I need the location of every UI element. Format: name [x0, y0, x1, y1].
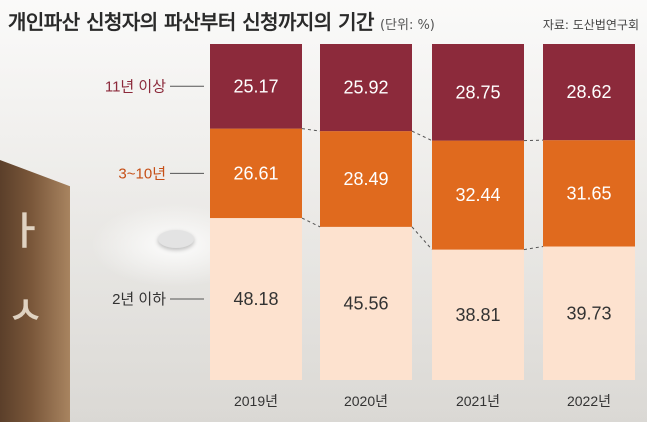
- bar-segment: [210, 128, 302, 219]
- bar-segment: [432, 44, 524, 141]
- data-label: 48.18: [233, 289, 278, 309]
- data-label: 38.81: [455, 305, 500, 325]
- bar-segment: [432, 140, 524, 250]
- bar-segment: [210, 218, 302, 380]
- bar-segment: [543, 246, 635, 380]
- bar-segment: [320, 226, 412, 380]
- chart-title: 개인파산 신청자의 파산부터 신청까지의 기간: [8, 10, 374, 34]
- ceiling-light-decoration: [158, 230, 194, 248]
- x-tick-label: 2021년: [456, 393, 500, 409]
- data-label: 28.75: [455, 82, 500, 102]
- connector-line: [301, 217, 321, 228]
- bar-segment: [320, 131, 412, 227]
- data-label: 32.44: [455, 185, 500, 205]
- data-label: 39.73: [566, 303, 611, 323]
- x-tick-label: 2020년: [344, 393, 388, 409]
- data-label: 28.49: [343, 169, 388, 189]
- data-label: 25.17: [233, 76, 278, 96]
- wooden-sign-decoration: ㅏ ㅅ: [0, 160, 70, 422]
- data-label: 31.65: [566, 183, 611, 203]
- chart-unit: (단위: %): [379, 18, 435, 33]
- connector-line: [411, 130, 433, 142]
- x-tick-label: 2022년: [567, 393, 611, 409]
- connector-line: [301, 128, 321, 132]
- connector-line: [523, 246, 544, 251]
- sign-glyph: ㅅ: [8, 288, 43, 333]
- x-tick-label: 2019년: [234, 393, 278, 409]
- connector-line: [411, 226, 433, 250]
- sign-glyph: ㅏ: [8, 208, 43, 253]
- bar-segment: [210, 44, 302, 129]
- series-label: 3~10년: [118, 165, 166, 182]
- series-label: 2년 이하: [112, 291, 166, 308]
- bar-segment: [543, 44, 635, 141]
- data-label: 25.92: [343, 78, 388, 98]
- chart-source: 자료: 도산법연구회: [542, 18, 639, 32]
- data-label: 45.56: [343, 293, 388, 313]
- bar-segment: [543, 140, 635, 247]
- data-label: 28.62: [566, 82, 611, 102]
- chart-header: 개인파산 신청자의 파산부터 신청까지의 기간 (단위: %) 자료: 도산법연…: [8, 6, 639, 34]
- series-label: 11년 이상: [105, 78, 166, 95]
- data-label: 26.61: [233, 163, 278, 183]
- bar-segment: [320, 44, 412, 132]
- bar-segment: [432, 249, 524, 380]
